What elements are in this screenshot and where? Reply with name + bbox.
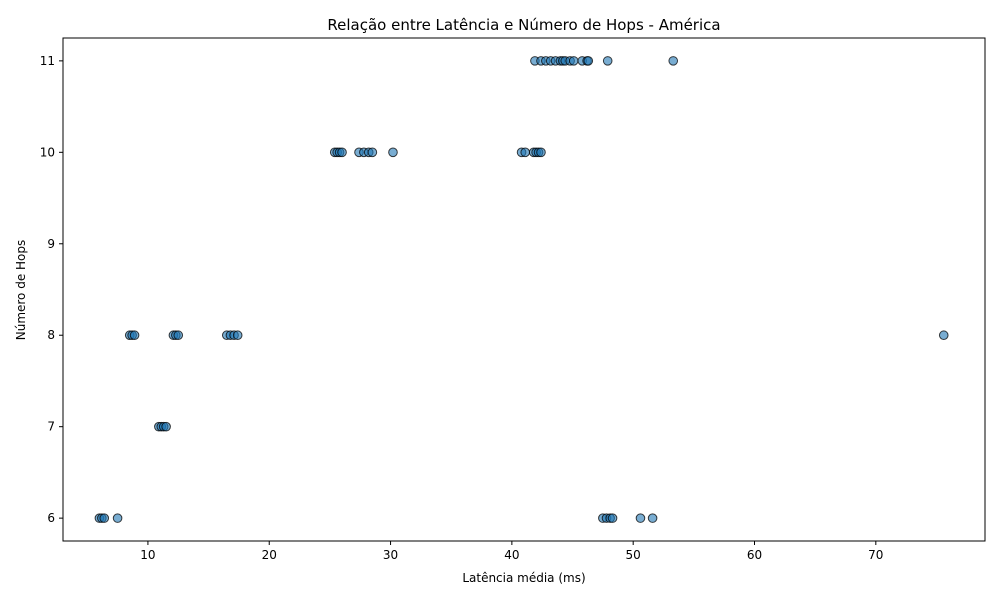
y-axis-ticks: 6 7 8 9 10 11 [40, 54, 63, 525]
x-axis-ticks: 10 20 30 40 50 60 70 [140, 541, 883, 562]
data-point [520, 147, 531, 158]
data-point [173, 330, 184, 341]
data-point [337, 147, 347, 158]
data-point [568, 56, 579, 66]
x-tick-label: 30 [383, 548, 398, 562]
data-point [635, 513, 646, 523]
data-point [607, 513, 618, 523]
data-point [583, 56, 594, 66]
data-point [161, 421, 171, 432]
points-layer [94, 56, 949, 523]
data-point [367, 147, 378, 158]
x-tick-label: 10 [140, 548, 155, 562]
x-axis-title: Latência média (ms) [462, 571, 585, 585]
y-axis-title: Número de Hops [14, 240, 28, 341]
y-tick-label: 8 [47, 328, 55, 342]
data-point [388, 147, 398, 158]
y-tick-label: 9 [47, 237, 55, 251]
data-point [668, 56, 679, 66]
y-tick-label: 6 [47, 511, 55, 525]
x-tick-label: 20 [262, 548, 277, 562]
plot-area-frame [62, 37, 986, 542]
x-tick-label: 50 [626, 548, 641, 562]
x-tick-label: 60 [747, 548, 762, 562]
data-point [129, 330, 140, 341]
chart-title: Relação entre Latência e Número de Hops … [327, 16, 720, 34]
data-point [112, 513, 123, 523]
y-tick-label: 10 [40, 145, 55, 159]
x-tick-label: 40 [504, 548, 519, 562]
data-point [99, 513, 110, 523]
data-point [602, 56, 613, 66]
data-point [232, 330, 243, 341]
data-point [647, 513, 658, 523]
x-tick-label: 70 [868, 548, 883, 562]
data-point [536, 147, 546, 158]
data-point [938, 330, 949, 341]
y-tick-label: 11 [40, 54, 55, 68]
y-tick-label: 7 [47, 420, 55, 434]
